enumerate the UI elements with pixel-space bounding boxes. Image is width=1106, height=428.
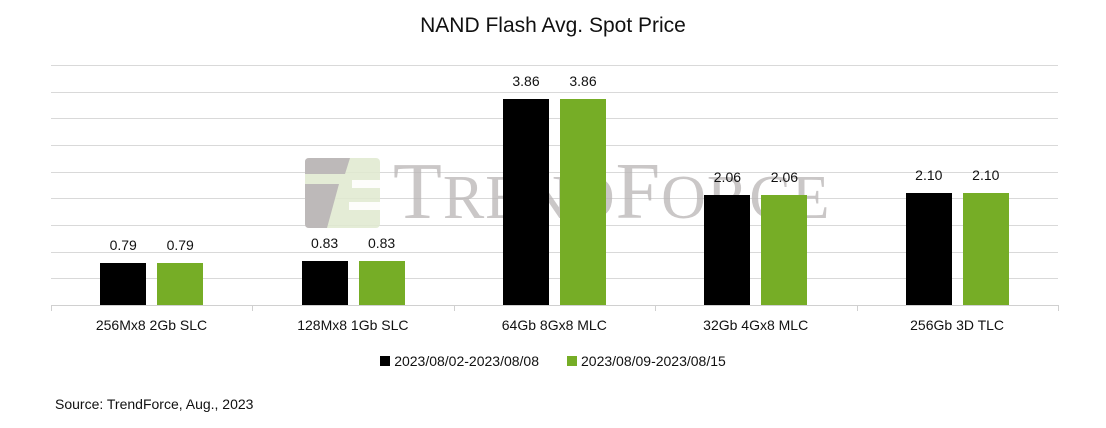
source-note: Source: TrendForce, Aug., 2023 bbox=[55, 396, 254, 412]
category-label: 256Mx8 2Gb SLC bbox=[95, 317, 208, 333]
legend-label: 2023/08/09-2023/08/15 bbox=[581, 353, 726, 369]
bar-series-2-0[interactable] bbox=[157, 262, 204, 305]
bar-series-2-4[interactable] bbox=[962, 193, 1009, 305]
data-label: 2.06 bbox=[770, 169, 799, 186]
category-label: 128Mx8 1Gb SLC bbox=[297, 317, 409, 333]
x-axis-tick bbox=[51, 305, 52, 311]
x-axis-tick bbox=[454, 305, 455, 311]
data-label: 0.83 bbox=[310, 234, 339, 251]
plot-area bbox=[51, 65, 1059, 311]
bar-series-2-1[interactable] bbox=[358, 260, 405, 305]
gridline bbox=[51, 278, 1058, 280]
x-axis-tick bbox=[857, 305, 858, 311]
gridline bbox=[51, 91, 1058, 93]
gridline bbox=[51, 65, 1058, 66]
legend-item-series-1[interactable]: 2023/08/02-2023/08/08 bbox=[380, 353, 539, 369]
category-label: 32Gb 4Gx8 MLC bbox=[703, 317, 809, 333]
data-label: 0.83 bbox=[367, 234, 396, 251]
legend-item-series-2[interactable]: 2023/08/09-2023/08/15 bbox=[567, 353, 726, 369]
bar-series-1-0[interactable] bbox=[100, 262, 147, 305]
legend-swatch-green-icon bbox=[567, 356, 577, 366]
x-axis-line bbox=[51, 305, 1058, 306]
data-label: 0.79 bbox=[109, 236, 137, 253]
bar-series-1-2[interactable] bbox=[503, 99, 549, 305]
data-label: 3.86 bbox=[569, 73, 597, 90]
bar-series-1-3[interactable] bbox=[704, 195, 751, 305]
bar-series-2-2[interactable] bbox=[560, 99, 606, 305]
data-label: 0.79 bbox=[166, 236, 194, 253]
data-label: 2.10 bbox=[972, 167, 1000, 183]
data-label: 3.86 bbox=[512, 73, 540, 90]
bar-series-2-3[interactable] bbox=[761, 195, 808, 305]
x-axis-tick bbox=[655, 305, 656, 311]
gridline bbox=[51, 198, 1058, 200]
legend: 2023/08/02-2023/08/08 2023/08/09-2023/08… bbox=[0, 353, 1106, 369]
legend-swatch-black-icon bbox=[380, 356, 391, 366]
x-axis-tick bbox=[1058, 305, 1059, 311]
data-label: 2.10 bbox=[915, 167, 943, 183]
x-axis-tick bbox=[252, 305, 253, 311]
gridline bbox=[51, 118, 1058, 120]
category-label: 256Gb 3D TLC bbox=[910, 317, 1005, 333]
chart-title: NAND Flash Avg. Spot Price bbox=[420, 14, 686, 37]
legend-label: 2023/08/02-2023/08/08 bbox=[394, 353, 539, 369]
data-label: 2.06 bbox=[713, 169, 742, 186]
bar-series-1-4[interactable] bbox=[905, 193, 952, 305]
gridline bbox=[51, 171, 1058, 173]
category-label: 64Gb 8Gx8 MLC bbox=[501, 317, 607, 333]
gridline bbox=[51, 145, 1058, 146]
gridline bbox=[51, 225, 1058, 226]
bar-series-1-1[interactable] bbox=[301, 260, 348, 305]
gridline bbox=[51, 251, 1058, 253]
